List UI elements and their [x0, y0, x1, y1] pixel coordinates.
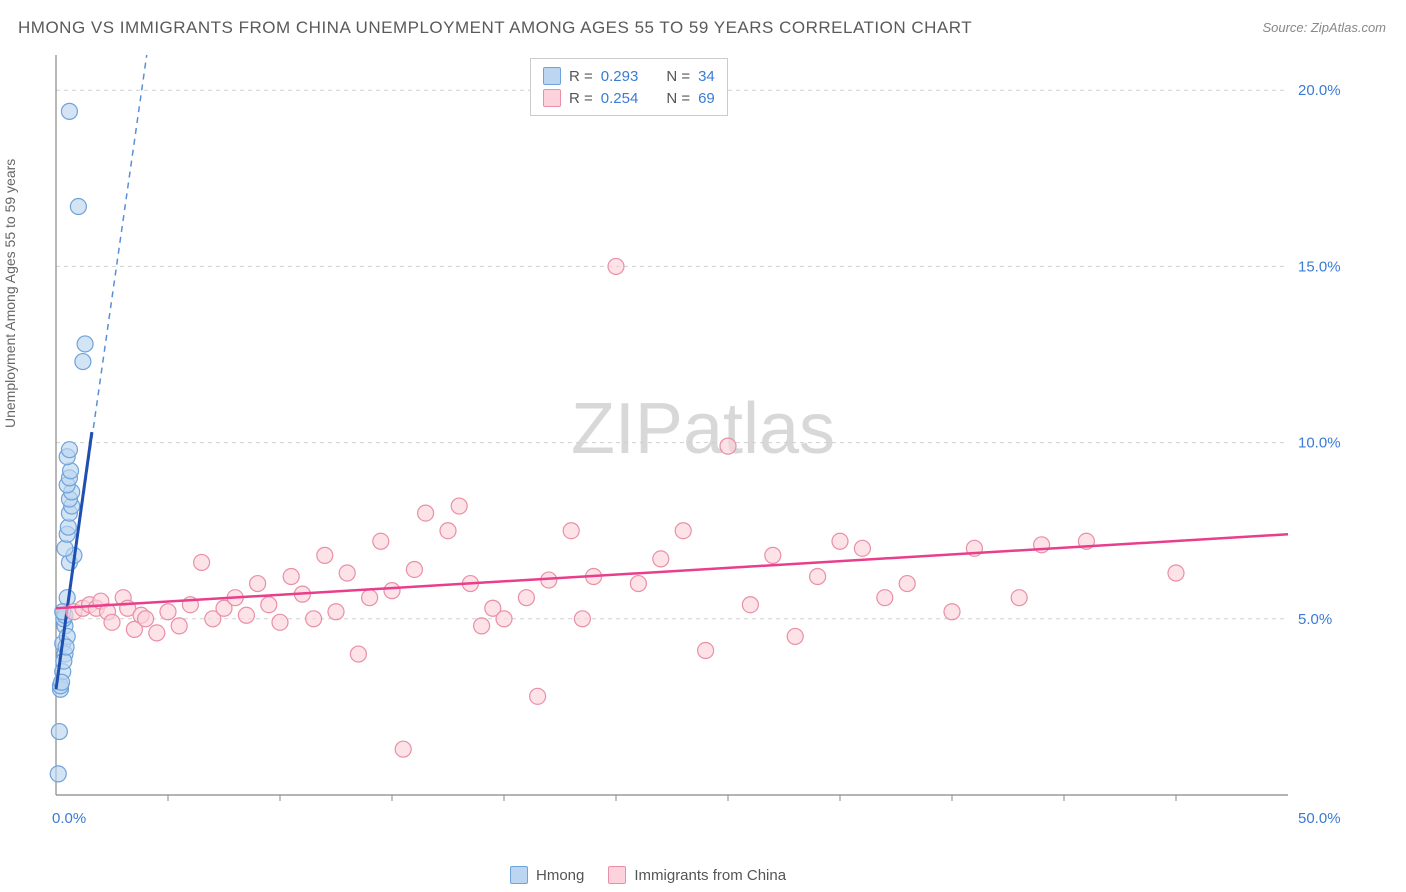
stats-row-hmong: R = 0.293 N = 34: [543, 65, 715, 87]
n-label: N =: [666, 68, 690, 85]
n-label: N =: [666, 90, 690, 107]
svg-text:0.0%: 0.0%: [52, 810, 86, 827]
r-value: 0.293: [601, 68, 639, 85]
n-value: 34: [698, 68, 715, 85]
svg-text:50.0%: 50.0%: [1298, 810, 1341, 827]
legend-item-china: Immigrants from China: [608, 866, 786, 884]
svg-text:20.0%: 20.0%: [1298, 82, 1341, 99]
r-label: R =: [569, 68, 593, 85]
stats-legend-box: R = 0.293 N = 34 R = 0.254 N = 69: [530, 58, 728, 116]
swatch-china: [543, 89, 561, 107]
chart-area: ZIPatlas 5.0%10.0%15.0%20.0%0.0%50.0%: [48, 55, 1358, 835]
swatch-hmong: [510, 866, 528, 884]
source-attribution: Source: ZipAtlas.com: [1262, 20, 1386, 35]
svg-text:15.0%: 15.0%: [1298, 258, 1341, 275]
r-value: 0.254: [601, 90, 639, 107]
legend-item-hmong: Hmong: [510, 866, 584, 884]
swatch-china: [608, 866, 626, 884]
bottom-legend: Hmong Immigrants from China: [510, 866, 786, 884]
y-axis-label: Unemployment Among Ages 55 to 59 years: [2, 159, 18, 428]
legend-label: Immigrants from China: [634, 867, 786, 884]
n-value: 69: [698, 90, 715, 107]
swatch-hmong: [543, 67, 561, 85]
scatter-plot: 5.0% 10.0% 15.0% 20.0% 0.0% 50.0%: [48, 55, 1358, 835]
svg-text:10.0%: 10.0%: [1298, 435, 1341, 452]
chart-title: HMONG VS IMMIGRANTS FROM CHINA UNEMPLOYM…: [18, 18, 972, 38]
r-label: R =: [569, 90, 593, 107]
stats-row-china: R = 0.254 N = 69: [543, 87, 715, 109]
legend-label: Hmong: [536, 867, 584, 884]
svg-text:5.0%: 5.0%: [1298, 611, 1332, 628]
